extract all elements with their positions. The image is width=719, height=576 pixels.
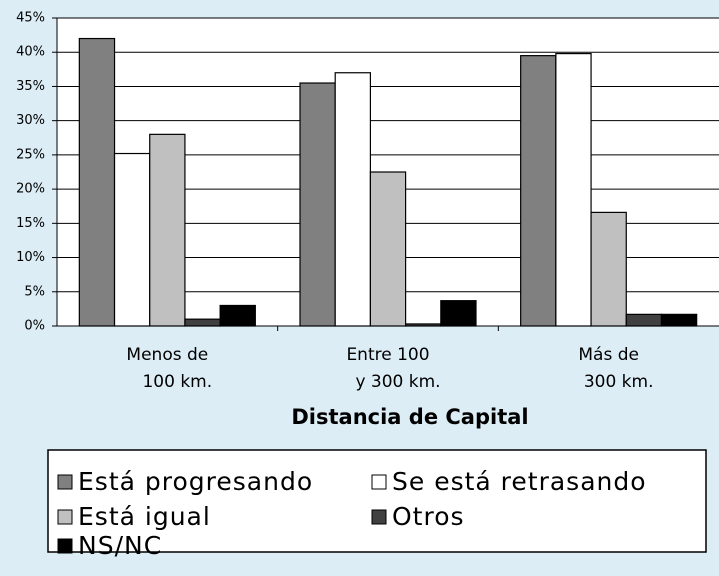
y-tick-label: 10%: [16, 250, 45, 265]
y-tick-label: 0%: [24, 319, 45, 334]
y-tick-label: 35%: [16, 79, 45, 94]
legend-swatch: [57, 474, 73, 490]
legend-label: Otros: [392, 502, 465, 531]
x-tick-label: Entre 100: [346, 345, 429, 365]
bar: [440, 300, 477, 327]
y-tick-label: 40%: [16, 45, 45, 60]
y-tick-label: 25%: [16, 147, 45, 162]
x-tick-label: Menos de: [126, 345, 208, 365]
bar: [520, 55, 557, 327]
x-tick-label: Más de: [578, 345, 639, 365]
legend: [47, 449, 707, 553]
legend-swatch: [57, 509, 73, 525]
y-tick-label: 20%: [16, 182, 45, 197]
bar: [78, 37, 116, 327]
x-axis-label: Distancia de Capital: [291, 405, 528, 429]
bar: [149, 133, 186, 327]
legend-label: Está progresando: [78, 467, 313, 496]
bar: [369, 171, 407, 327]
bar: [590, 211, 627, 327]
bar: [113, 152, 151, 327]
legend-label: Está igual: [78, 502, 211, 531]
x-tick-label: 300 km.: [584, 372, 654, 392]
bar: [219, 304, 256, 327]
bar: [625, 313, 663, 327]
bar: [555, 52, 592, 327]
bar: [184, 318, 221, 327]
x-tick-label: y 300 km.: [355, 372, 440, 392]
bar: [660, 313, 698, 327]
y-tick-label: 15%: [16, 216, 45, 231]
y-tick-label: 5%: [24, 284, 45, 299]
legend-swatch: [57, 538, 73, 554]
y-tick-label: 30%: [16, 113, 45, 128]
y-tick-label: 45%: [16, 11, 45, 26]
legend-swatch: [371, 509, 387, 525]
bar: [299, 82, 336, 327]
legend-swatch: [371, 474, 387, 490]
legend-label: Se está retrasando: [392, 467, 647, 496]
legend-label: NS/NC: [78, 531, 162, 560]
x-tick-label: 100 km.: [142, 372, 212, 392]
bar: [334, 72, 372, 327]
